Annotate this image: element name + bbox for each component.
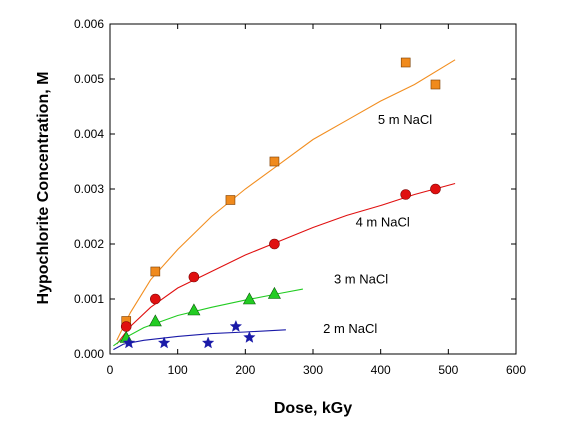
data-point	[122, 336, 136, 349]
y-axis-label: Hypochlorite Concentration, M	[35, 72, 52, 305]
annotations: 5 m NaCl 4 m NaCl 3 m NaCl 2 m NaCl	[323, 112, 432, 336]
x-axis-label: Dose, kGy	[274, 400, 352, 417]
x-tick-label: 300	[303, 363, 323, 377]
series-annotation: 5 m NaCl	[378, 112, 432, 127]
data-point	[150, 293, 161, 305]
series-annotation: 2 m NaCl	[323, 321, 377, 336]
data-point	[229, 319, 243, 332]
x-tick-label: 200	[235, 363, 255, 377]
x-tick-label: 0	[107, 363, 114, 377]
fit-line	[116, 59, 456, 341]
x-tick-label: 100	[168, 363, 188, 377]
data-point	[400, 57, 411, 68]
axis-ticks: 0 100 200 300 400 500 600 0.000 0.001 0.002 0.003 0…	[74, 17, 526, 377]
series-annotation: 3 m NaCl	[334, 272, 388, 287]
data-point	[430, 183, 441, 195]
data-point	[157, 336, 171, 349]
data-points	[119, 57, 441, 349]
y-tick-label: 0.002	[74, 237, 104, 251]
data-point	[269, 238, 280, 250]
y-tick-label: 0.004	[74, 127, 104, 141]
y-tick-label: 0.005	[74, 72, 104, 86]
x-tick-label: 500	[438, 363, 458, 377]
data-point	[243, 330, 256, 343]
data-point	[148, 314, 162, 327]
data-point	[242, 292, 256, 305]
data-point	[188, 271, 200, 283]
plot-border	[109, 23, 517, 355]
y-tick-label: 0.006	[74, 17, 104, 31]
data-point	[269, 156, 280, 167]
data-point	[187, 303, 201, 316]
fit-lines	[113, 59, 456, 351]
x-tick-label: 400	[371, 363, 391, 377]
series-annotation: 4 m NaCl	[356, 214, 410, 229]
data-point	[430, 79, 441, 90]
fit-line	[113, 329, 286, 351]
data-point	[150, 266, 161, 277]
y-tick-label: 0.003	[74, 182, 104, 196]
data-point	[267, 286, 281, 299]
x-tick-label: 600	[506, 363, 526, 377]
y-tick-label: 0.000	[74, 347, 104, 361]
data-point	[225, 195, 236, 205]
data-point	[201, 336, 215, 349]
plot-frame	[109, 23, 517, 355]
data-point	[400, 189, 412, 200]
fit-line	[116, 182, 456, 345]
y-tick-label: 0.001	[74, 292, 104, 306]
data-point	[120, 321, 132, 332]
